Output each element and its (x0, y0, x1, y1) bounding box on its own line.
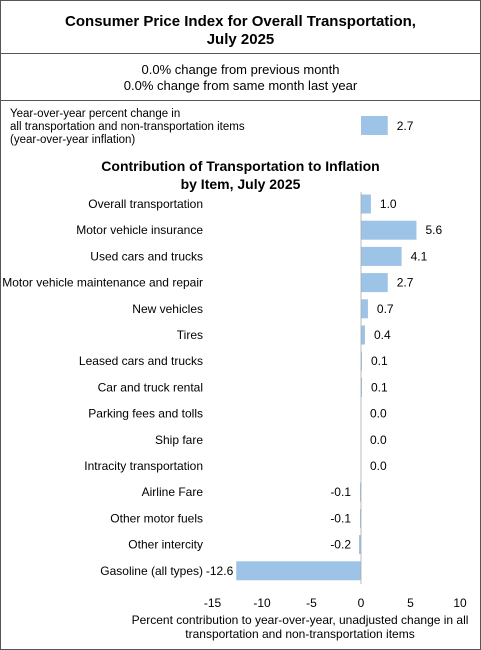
x-axis-label: Percent contribution to year-over-year, … (120, 613, 480, 641)
x-tick-label: 10 (453, 596, 467, 610)
bar (361, 325, 365, 345)
data-label: 1.0 (380, 197, 397, 211)
x-axis-label-line1: Percent contribution to year-over-year, … (131, 613, 469, 627)
category-label: Parking fees and tolls (88, 407, 203, 421)
yoy-label-line3: (year-over-year inflation) (10, 134, 136, 146)
x-tick-label: -15 (204, 596, 222, 610)
bar (361, 246, 402, 266)
change-from-previous-month: 0.0% change from previous month (141, 62, 340, 77)
category-label: Motor vehicle maintenance and repair (2, 276, 203, 290)
chart-title-line1: Contribution of Transportation to Inflat… (101, 158, 380, 174)
page-title-line2: July 2025 (206, 31, 275, 48)
data-label: -0.2 (330, 538, 351, 552)
x-tick-label: -10 (253, 596, 271, 610)
bar (360, 482, 361, 502)
data-label: 0.0 (370, 407, 387, 421)
data-label: 0.0 (370, 459, 387, 473)
data-label: 4.1 (411, 249, 428, 263)
category-label: Overall transportation (88, 197, 203, 211)
bar (359, 535, 361, 555)
bar (361, 220, 417, 240)
category-label: Other intercity (128, 538, 203, 552)
category-label: Used cars and trucks (90, 249, 203, 263)
divider-line (1, 100, 480, 101)
bar (361, 273, 388, 293)
bar (360, 508, 361, 528)
x-axis-label-line2: transportation and non-transportation it… (185, 627, 415, 641)
page-title-line1: Consumer Price Index for Overall Transpo… (65, 13, 416, 30)
category-label: Gasoline (all types) (100, 564, 203, 578)
yoy-label-line2: all transportation and non-transportatio… (10, 121, 245, 133)
bar (361, 194, 371, 214)
yoy-label-line1: Year-over-year percent change in (10, 108, 181, 120)
category-label: Tires (177, 328, 203, 342)
data-label: 0.0 (370, 433, 387, 447)
yoy-bar (361, 116, 388, 135)
bar (236, 561, 361, 581)
bar (361, 299, 368, 319)
divider-line (1, 53, 480, 54)
x-tick-label: 5 (407, 596, 414, 610)
yoy-value-label: 2.7 (397, 119, 414, 133)
bar (361, 351, 362, 371)
x-tick-label: -5 (306, 596, 317, 610)
data-label: 0.1 (371, 380, 388, 394)
data-label: 5.6 (425, 223, 442, 237)
category-label: Ship fare (155, 433, 203, 447)
data-label: 0.7 (377, 302, 394, 316)
data-label: -0.1 (330, 511, 351, 525)
category-label: Car and truck rental (98, 380, 203, 394)
change-from-last-year: 0.0% change from same month last year (123, 78, 358, 93)
category-label: Motor vehicle insurance (76, 223, 203, 237)
category-label: Other motor fuels (110, 511, 203, 525)
x-tick-label: 0 (358, 596, 365, 610)
data-label: 0.4 (374, 328, 391, 342)
yoy-label: Year-over-year percent change in all tra… (10, 108, 300, 147)
data-label: 0.1 (371, 354, 388, 368)
data-label: 2.7 (397, 276, 414, 290)
category-label: Intracity transportation (84, 459, 203, 473)
data-label: -12.6 (206, 564, 234, 578)
category-label: Airline Fare (142, 485, 204, 499)
category-label: New vehicles (132, 302, 203, 316)
category-label: Leased cars and trucks (79, 354, 203, 368)
data-label: -0.1 (330, 485, 351, 499)
bar (361, 377, 362, 397)
chart-title-line2: by Item, July 2025 (180, 176, 301, 192)
